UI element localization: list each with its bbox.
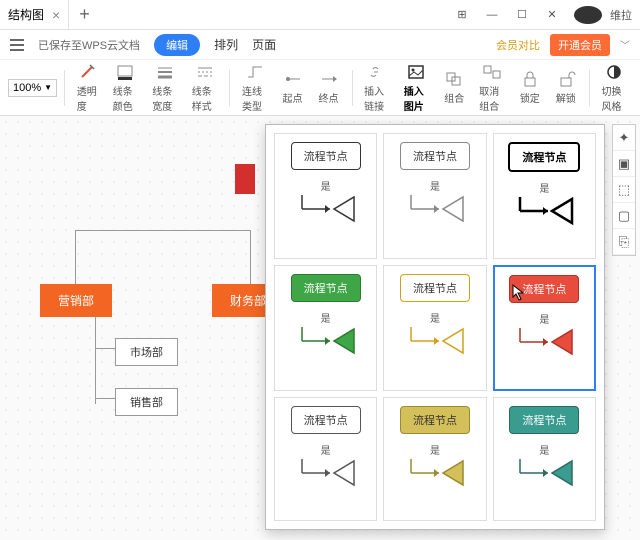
toolbar: 100%▼ 透明度 线条颜色 线条宽度 线条样式 连线类型 起点 终点 插入链接… — [0, 60, 640, 116]
page-icon[interactable]: ▢ — [613, 203, 635, 229]
canvas[interactable]: 营销部 财务部 市场部 销售部 流程节点 是 流程节点 是 流程节点 是 流程节… — [0, 116, 640, 540]
node-marketing[interactable]: 营销部 — [40, 284, 112, 317]
lock-tool[interactable]: 锁定 — [514, 68, 546, 107]
username: 维拉 — [607, 7, 635, 23]
conn-type-tool[interactable]: 连线类型 — [237, 61, 273, 115]
tab-title: 结构图 — [8, 6, 44, 23]
style-option-8[interactable]: 流程节点 是 — [493, 397, 596, 521]
chevron-down-icon[interactable]: ﹀ — [620, 37, 630, 52]
style-option-0[interactable]: 流程节点 是 — [274, 133, 377, 259]
insert-image-tool[interactable]: 插入图片 — [399, 61, 435, 115]
unlock-tool[interactable]: 解锁 — [550, 68, 582, 107]
style-option-2[interactable]: 流程节点 是 — [493, 133, 596, 259]
window-controls: ⊞ — ☐ ✕ 维拉 — [448, 6, 640, 24]
title-bar: 结构图 × + ⊞ — ☐ ✕ 维拉 — [0, 0, 640, 30]
maximize-icon[interactable]: ☐ — [508, 8, 536, 21]
tool-icon[interactable]: ⊞ — [448, 8, 476, 21]
switch-style-tool[interactable]: 切换风格 — [596, 61, 632, 115]
avatar[interactable] — [574, 6, 602, 24]
style-option-6[interactable]: 流程节点 是 — [274, 397, 377, 521]
close-icon[interactable]: × — [52, 7, 60, 23]
edit-mode-button[interactable]: 编辑 — [154, 34, 200, 56]
node-sales[interactable]: 销售部 — [115, 388, 178, 416]
close-window-icon[interactable]: ✕ — [538, 8, 566, 21]
group-tool[interactable]: 组合 — [438, 68, 470, 107]
menu-bar: 已保存至WPS云文档 编辑 排列 页面 会员对比 开通会员 ﹀ — [0, 30, 640, 60]
layers-icon[interactable]: ▣ — [613, 151, 635, 177]
line-style-tool[interactable]: 线条样式 — [187, 61, 223, 115]
insert-link-tool[interactable]: 插入链接 — [359, 61, 395, 115]
ungroup-tool[interactable]: 取消组合 — [474, 61, 510, 115]
line-color-tool[interactable]: 线条颜色 — [108, 61, 144, 115]
line-width-tool[interactable]: 线条宽度 — [147, 61, 183, 115]
zoom-select[interactable]: 100%▼ — [8, 79, 57, 97]
minimize-icon[interactable]: — — [478, 9, 506, 21]
document-tab[interactable]: 结构图 × — [0, 0, 69, 29]
start-point-tool[interactable]: 起点 — [277, 68, 309, 107]
vip-open-button[interactable]: 开通会员 — [550, 34, 610, 56]
copy-icon[interactable]: ⎘ — [613, 229, 635, 255]
menu-arrange[interactable]: 排列 — [214, 36, 238, 53]
style-panel: 流程节点 是 流程节点 是 流程节点 是 流程节点 是 流程节点 是 流程节点 … — [265, 124, 605, 530]
vip-compare-link[interactable]: 会员对比 — [496, 37, 540, 53]
style-option-1[interactable]: 流程节点 是 — [383, 133, 486, 259]
style-option-5[interactable]: 流程节点 是 — [493, 265, 596, 391]
add-tab-button[interactable]: + — [69, 4, 100, 25]
style-option-3[interactable]: 流程节点 是 — [274, 265, 377, 391]
style-option-4[interactable]: 流程节点 是 — [383, 265, 486, 391]
crop-icon[interactable]: ⬚ — [613, 177, 635, 203]
end-point-tool[interactable]: 终点 — [313, 68, 345, 107]
node-market[interactable]: 市场部 — [115, 338, 178, 366]
red-block[interactable] — [235, 164, 255, 194]
style-option-7[interactable]: 流程节点 是 — [383, 397, 486, 521]
menu-page[interactable]: 页面 — [252, 36, 276, 53]
opacity-tool[interactable]: 透明度 — [72, 61, 104, 115]
save-status: 已保存至WPS云文档 — [38, 37, 140, 53]
side-toolbar: ✦ ▣ ⬚ ▢ ⎘ — [612, 124, 636, 256]
compass-icon[interactable]: ✦ — [613, 125, 635, 151]
menu-icon[interactable] — [10, 39, 24, 51]
